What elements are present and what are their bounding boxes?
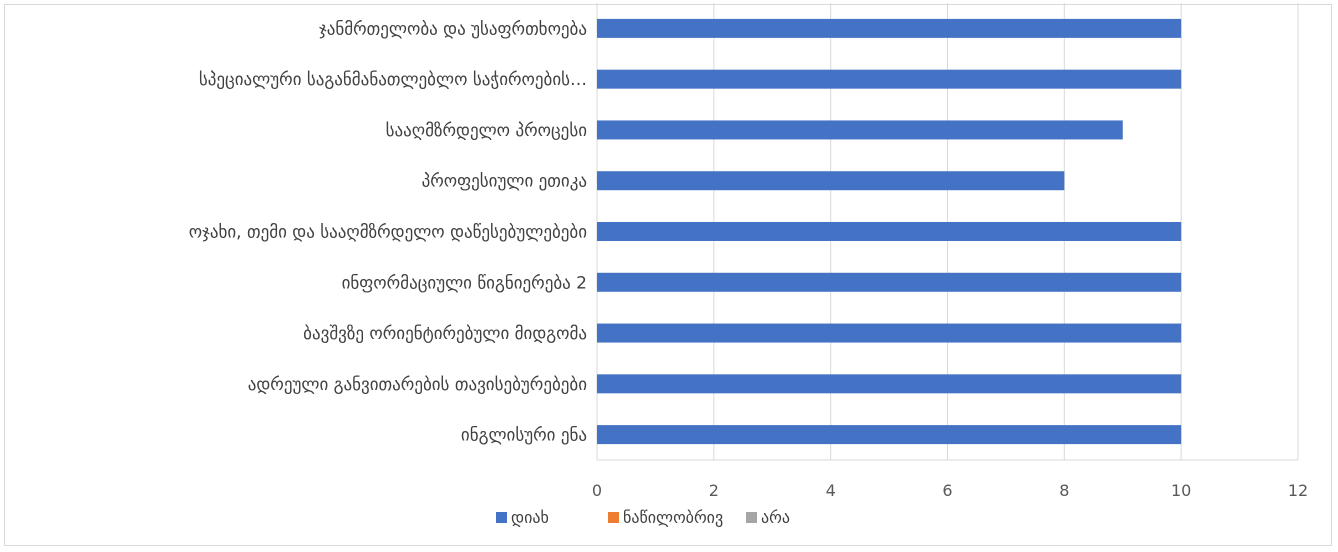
category-label: სპეციალური საგანმანათლებლო საჭიროების…: [199, 70, 587, 90]
bar: [597, 171, 1065, 191]
bar: [597, 69, 1182, 89]
x-tick-label: 12: [1288, 481, 1308, 500]
category-label: ბავშვზე ორიენტირებული მიდგომა: [303, 324, 587, 344]
bar: [597, 18, 1182, 38]
x-tick-label: 10: [1171, 481, 1191, 500]
bar: [597, 425, 1182, 445]
legend-label: არა: [761, 508, 790, 527]
x-tick-label: 8: [1059, 481, 1069, 500]
category-label: სააღმზრდელო პროცესი: [386, 121, 587, 141]
x-tick-label: 4: [826, 481, 836, 500]
legend: დიახ ნაწილობრივ არა: [496, 508, 790, 527]
category-label: ოჯახი, თემი და სააღმზრდელო დაწესებულებებ…: [189, 223, 587, 243]
category-label: ინფორმაციული წიგნიერება 2: [342, 273, 587, 293]
bar: [597, 120, 1123, 140]
category-labels: ჯანმრთელობა და უსაფრთხოება სპეციალური საგ…: [189, 19, 587, 445]
bar: [597, 374, 1182, 394]
x-tick-label: 2: [709, 481, 719, 500]
bar: [597, 323, 1182, 343]
x-tick-label: 0: [592, 481, 602, 500]
category-label: პროფესიული ეთიკა: [422, 172, 587, 192]
category-label: ჯანმრთელობა და უსაფრთხოება: [319, 19, 587, 39]
legend-label: დიახ: [511, 508, 549, 527]
category-label: ადრეული განვითარების თავისებურებები: [248, 375, 587, 395]
bar: [597, 272, 1182, 292]
legend-swatch: [746, 512, 757, 523]
category-label: ინგლისური ენა: [461, 426, 587, 446]
bar: [597, 222, 1182, 241]
x-tick-label: 6: [942, 481, 952, 500]
legend-swatch: [496, 512, 507, 523]
legend-label: ნაწილობრივ: [623, 508, 723, 527]
legend-swatch: [608, 512, 619, 523]
x-tick-labels: 0 2 4 6 8 10 12: [592, 481, 1308, 500]
bars: [597, 18, 1182, 445]
